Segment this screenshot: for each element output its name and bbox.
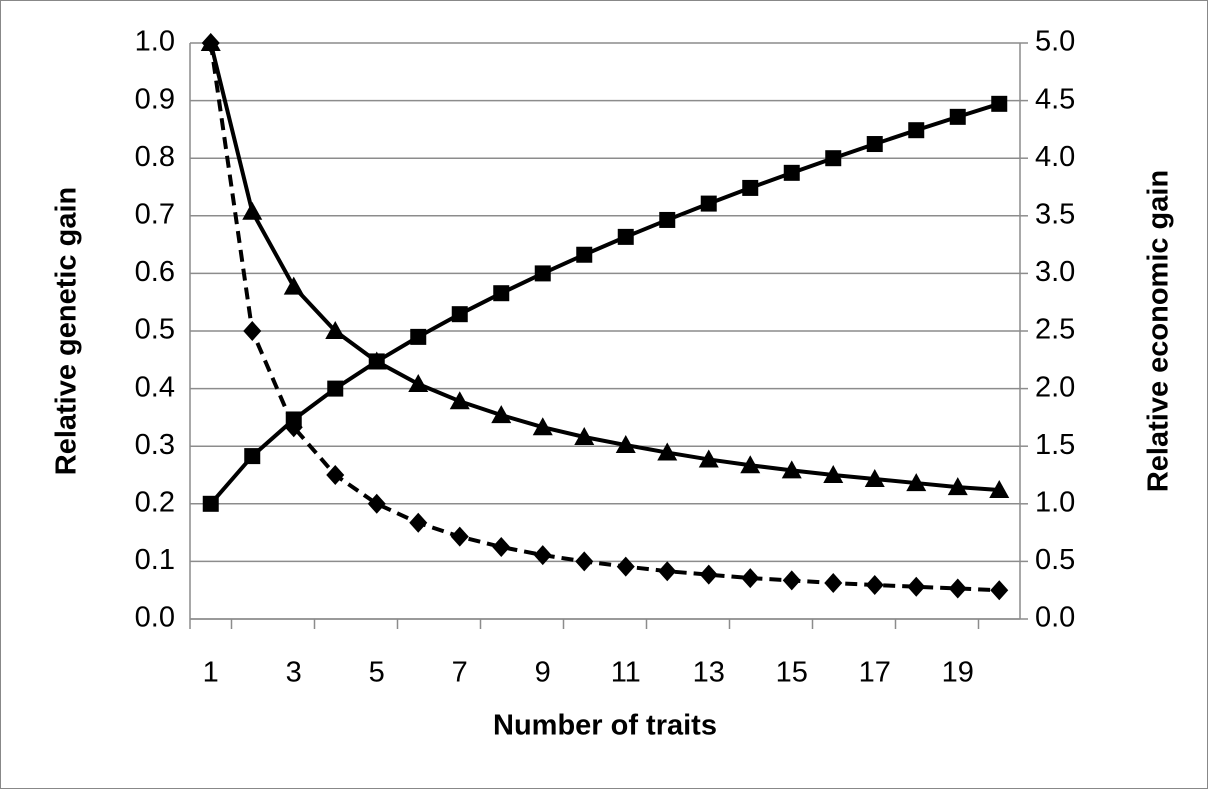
diamond-marker (699, 564, 718, 585)
square-marker (493, 285, 510, 302)
marks (200, 33, 1010, 601)
triangle-marker (740, 455, 761, 474)
y2-tick-label: 1.5 (1035, 429, 1075, 461)
triangle-marker (947, 477, 968, 496)
diamond-marker (782, 570, 801, 591)
triangle-marker (574, 426, 595, 445)
x-tick-label: 5 (369, 657, 385, 689)
y2-tick-label: 4.5 (1035, 83, 1075, 115)
x-tick-label: 15 (776, 657, 808, 689)
square-marker (825, 150, 842, 167)
diamond-marker (201, 33, 220, 53)
square-marker (949, 108, 966, 125)
diamond-marker (409, 512, 428, 533)
y2-tick-label: 3.5 (1035, 198, 1075, 230)
square-marker (202, 495, 219, 512)
x-tick-label: 19 (942, 657, 974, 689)
triangle-marker (325, 321, 346, 339)
diamond-marker (367, 493, 386, 514)
triangle-marker (615, 435, 636, 454)
y-tick-label: 0.8 (135, 141, 175, 173)
x-tick-label: 9 (535, 657, 551, 689)
diamond-marker (616, 556, 635, 577)
triangle-marker (657, 442, 678, 461)
triangle-marker (698, 449, 719, 468)
square-marker (659, 211, 676, 228)
y2-tick-label: 2.5 (1035, 314, 1075, 346)
y-tick-label: 0.0 (135, 602, 175, 634)
x-axis-title: Number of traits (493, 710, 717, 742)
diamond-marker (492, 537, 511, 557)
triangle-marker (823, 465, 844, 483)
y-axis-title: Relative genetic gain (51, 187, 83, 476)
y2-tick-label: 4.0 (1035, 141, 1075, 173)
triangle-marker (491, 405, 512, 424)
square-marker (410, 328, 427, 345)
y-tick-label: 0.1 (135, 544, 175, 576)
y-tick-label: 0.7 (135, 198, 175, 230)
triangle-marker (781, 460, 802, 479)
diamond-marker (824, 573, 843, 593)
square-marker (451, 306, 468, 323)
diamond-marker (450, 526, 469, 547)
y2-tick-label: 2.0 (1035, 371, 1075, 403)
y2-axis-title: Relative economic gain (1143, 170, 1175, 492)
square-marker (617, 228, 634, 245)
y-tick-label: 0.4 (135, 371, 175, 403)
square-marker (991, 95, 1008, 112)
x-tick-label: 7 (452, 657, 468, 689)
y-tick-label: 0.9 (135, 83, 175, 115)
square-marker (576, 246, 593, 263)
square-marker (866, 136, 883, 153)
triangle-marker (906, 473, 927, 492)
triangle-marker (242, 201, 263, 220)
square-marker (700, 195, 717, 212)
x-tick-label: 11 (611, 657, 641, 689)
y2-tick-label: 1.0 (1035, 486, 1075, 518)
diamond-marker (533, 545, 552, 566)
diamond-marker (575, 551, 594, 572)
x-tick-label: 1 (203, 657, 219, 689)
triangle-marker (449, 391, 470, 410)
diamond-marker (865, 575, 884, 596)
y2-tick-label: 3.0 (1035, 256, 1075, 288)
triangle-marker (864, 469, 885, 488)
square-marker (368, 353, 385, 370)
square-marker (534, 265, 551, 282)
triangle-marker (283, 276, 304, 295)
square-marker (327, 380, 344, 397)
diamond-marker (658, 561, 677, 582)
diamond-marker (907, 576, 926, 597)
diamond-marker (990, 580, 1009, 601)
y-tick-label: 0.5 (135, 314, 175, 346)
x-tick-label: 13 (693, 657, 725, 689)
square-marker (244, 448, 261, 465)
y-tick-label: 0.2 (135, 486, 175, 518)
square-marker (285, 411, 302, 428)
triangle-marker (408, 373, 429, 392)
triangle-marker (532, 417, 553, 436)
diamond-marker (243, 321, 262, 341)
x-tick-label: 17 (859, 657, 891, 689)
diamond-marker (741, 568, 760, 589)
square-marker (742, 179, 759, 196)
y-tick-label: 1.0 (135, 26, 175, 58)
y2-tick-label: 0.0 (1035, 602, 1075, 634)
triangle-marker (989, 479, 1010, 498)
square-marker (783, 164, 800, 181)
y2-tick-label: 5.0 (1035, 26, 1075, 58)
x-tick-label: 3 (286, 657, 302, 689)
y-tick-label: 0.6 (135, 256, 175, 288)
y2-tick-label: 0.5 (1035, 544, 1075, 576)
diamond-marker (948, 578, 967, 599)
diamond-marker (326, 465, 345, 485)
y-tick-label: 0.3 (135, 429, 175, 461)
square-marker (908, 122, 925, 139)
grid (189, 42, 1028, 629)
